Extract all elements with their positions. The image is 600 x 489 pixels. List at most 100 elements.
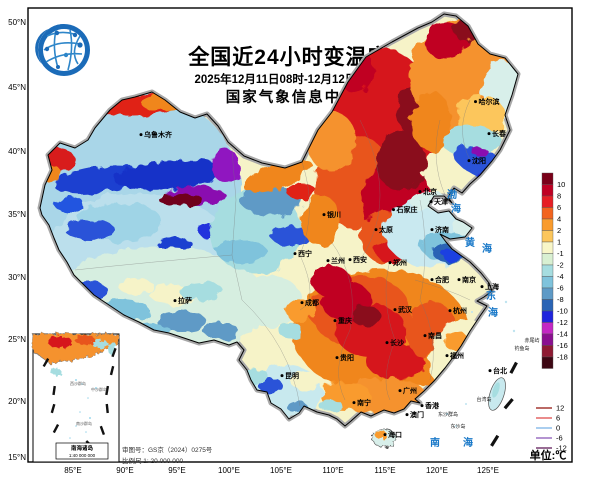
legend-swatch [541,345,554,358]
legend-value-label: -1 [557,249,564,258]
line-legend-label: -12 [556,444,567,453]
lat-tick-label: 45°N [8,83,26,92]
island-label: 台湾岛 [476,396,491,403]
line-legend-label: -6 [556,434,563,443]
lon-tick-label: 95°E [168,466,185,475]
city-label: 台北 [493,366,507,375]
city-label: 南京 [462,275,476,284]
legend-value-label: 10 [557,180,565,189]
city-label: 贵阳 [340,353,354,362]
city-dot [280,374,284,378]
city-label: 拉萨 [178,296,192,305]
sea-label: 黄 [465,236,475,249]
legend-swatch [541,218,554,231]
fill-legend: 10 8 6 4 2 1 -1 -2 -4 -6 -8 -10 -12 -14 -16 -18 [541,172,568,369]
lon-tick-label: 90°E [116,466,133,475]
city-dot [326,259,330,263]
city-dot [418,190,422,194]
city-label: 澳门 [410,410,424,419]
city-label: 杭州 [453,306,467,315]
lon-tick-label: 120°E [426,466,448,475]
legend-value-label: -14 [557,330,568,339]
city-dot [467,159,471,163]
city-label: 香港 [424,401,440,410]
city-dot [488,369,492,373]
latitude-axis: 50°N 45°N 40°N 35°N 30°N 25°N 20°N 15°N [8,18,26,462]
city-label: 长春 [492,129,507,138]
map-frame [27,7,573,463]
city-dot [388,261,392,265]
city-label: 南昌 [428,331,442,340]
legend-swatch [541,333,554,346]
lon-tick-label: 100°E [218,466,240,475]
unit-label: 单位:℃ [530,448,567,462]
lat-tick-label: 30°N [8,273,26,282]
city-label: 银川 [327,210,341,219]
city-label: 兰州 [331,256,345,265]
legend-swatch [541,241,554,254]
sea-label: 南 [430,436,440,449]
lat-tick-label: 50°N [8,18,26,27]
island-label: 东沙群岛 [438,411,458,418]
city-dot [429,200,433,204]
city-label: 上海 [485,282,499,291]
nmic-globe-logo [35,23,91,76]
legend-swatch [541,195,554,208]
legend-value-label: -6 [557,284,564,293]
city-dot [423,334,427,338]
hainan-island [371,428,397,448]
lon-tick-label: 125°E [477,466,499,475]
city-label: 重庆 [338,316,352,325]
legend-value-label: 1 [557,238,561,247]
city-dot [293,252,297,256]
lat-tick-label: 25°N [8,335,26,344]
line-legend-label: 0 [556,424,560,433]
legend-value-label: -18 [557,353,568,362]
territorial-boundary-marks [490,361,518,447]
city-dot [374,228,378,232]
legend-swatch [541,184,554,197]
city-label: 北京 [423,187,437,196]
city-dot [448,309,452,313]
inset-title: 南海诸岛 [71,444,94,452]
sea-labels: 渤海黄海东海南海 [430,188,498,449]
legend-swatch [541,356,554,369]
city-label: 长沙 [390,338,404,347]
city-label: 西宁 [298,249,312,258]
china-outline [39,13,519,427]
sea-label: 海 [482,242,492,255]
city-dot [300,301,304,305]
city-label: 郑州 [393,258,407,267]
city-dot [333,319,337,323]
inset-archipelago-label: 南沙群岛 [76,420,92,426]
lat-tick-label: 20°N [8,397,26,406]
legend-value-label: 8 [557,192,561,201]
legend-swatch [541,299,554,312]
city-dot [430,278,434,282]
legend-value-label: -16 [557,341,568,350]
city-dot [173,299,177,303]
city-dot [457,278,461,282]
sea-label: 海 [451,202,461,215]
map-scale-note: 比例尺 1: 20 000 000 [122,456,183,465]
city-dot [322,213,326,217]
inset-archipelago-label: 西沙群岛 [70,380,86,386]
legend-value-label: -12 [557,318,568,327]
inset-scale: 1:40 000 000 [69,453,96,458]
city-label: 西安 [353,255,367,264]
city-label: 乌鲁木齐 [144,130,173,139]
island-label: 钓鱼岛 [514,345,529,352]
city-dot [487,132,491,136]
taiwan-island [488,377,506,411]
city-label: 太原 [379,225,393,234]
city-label: 南宁 [357,398,371,407]
footer-notes: 审图号：GS京（2024）0275号 比例尺 1: 20 000 000 [122,445,213,465]
legend-value-label: 6 [557,203,561,212]
city-label: 济南 [435,225,449,234]
city-dot [335,356,339,360]
lat-tick-label: 15°N [8,453,26,462]
